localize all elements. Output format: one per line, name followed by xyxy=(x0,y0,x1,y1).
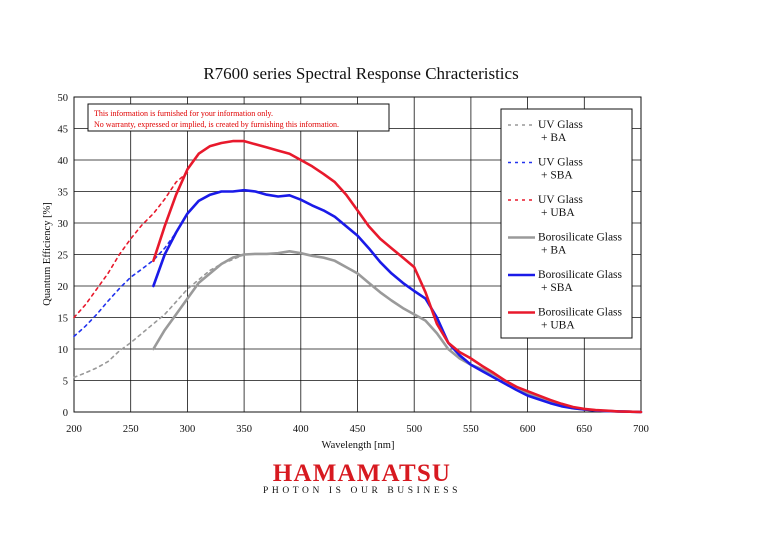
y-tick-label: 0 xyxy=(63,408,68,419)
x-axis-label: Wavelength [nm] xyxy=(322,440,395,451)
x-tick-label: 450 xyxy=(350,424,366,435)
x-tick-label: 300 xyxy=(180,424,196,435)
y-tick-labels: 0 5 10 15 20 25 30 35 40 45 50 xyxy=(58,93,69,419)
legend-label-line-1: Borosilicate Glass xyxy=(538,307,623,319)
series-line xyxy=(73,222,183,338)
y-axis-label: Quantum Efficiency [%] xyxy=(42,202,53,306)
y-tick-label: 50 xyxy=(58,93,69,104)
disclaimer-line-2: No warranty, expressed or implied, is cr… xyxy=(94,120,339,129)
brand-tagline: PHOTON IS OUR BUSINESS xyxy=(263,486,461,496)
y-tick-label: 10 xyxy=(58,345,69,356)
y-tick-label: 25 xyxy=(58,251,69,262)
legend-label-line-2: + UBA xyxy=(541,320,575,332)
disclaimer-line-1: This information is furnished for your i… xyxy=(94,109,273,118)
y-tick-label: 5 xyxy=(63,377,68,388)
disclaimer-box: This information is furnished for your i… xyxy=(87,103,390,132)
x-tick-label: 650 xyxy=(576,424,592,435)
x-tick-label: 200 xyxy=(66,424,82,435)
y-tick-label: 35 xyxy=(58,188,69,199)
series-line xyxy=(73,171,189,319)
y-tick-label: 40 xyxy=(58,156,69,167)
y-tick-label: 15 xyxy=(58,314,69,325)
chart-title: R7600 series Spectral Response Chracteri… xyxy=(203,64,518,83)
x-tick-label: 250 xyxy=(123,424,139,435)
legend-label-line-1: Borosilicate Glass xyxy=(538,232,623,244)
legend-label-line-2: + BA xyxy=(541,132,567,144)
legend-label-line-1: Borosilicate Glass xyxy=(538,269,623,281)
series-line xyxy=(152,188,643,414)
brand-block: HAMAMATSU PHOTON IS OUR BUSINESS xyxy=(263,460,461,496)
x-tick-labels: 200 250 300 350 400 450 500 550 600 650 700 xyxy=(66,424,649,435)
series-line xyxy=(152,139,643,414)
series-lines xyxy=(73,139,643,414)
x-tick-label: 400 xyxy=(293,424,309,435)
legend-label-line-2: + SBA xyxy=(541,282,573,294)
x-tick-label: 550 xyxy=(463,424,479,435)
legend-label-line-2: + UBA xyxy=(541,207,575,219)
legend-label-line-2: + BA xyxy=(541,245,567,257)
y-tick-label: 20 xyxy=(58,282,69,293)
y-tick-label: 45 xyxy=(58,125,69,136)
brand-logo: HAMAMATSU xyxy=(273,460,451,487)
legend-label-line-1: UV Glass xyxy=(538,119,583,131)
legend-label-line-1: UV Glass xyxy=(538,194,583,206)
legend-box xyxy=(500,108,633,339)
legend-label-line-2: + SBA xyxy=(541,170,573,182)
x-tick-label: 500 xyxy=(406,424,422,435)
y-tick-label: 30 xyxy=(58,219,69,230)
x-tick-label: 350 xyxy=(236,424,252,435)
legend-label-line-1: UV Glass xyxy=(538,157,583,169)
x-tick-label: 600 xyxy=(520,424,536,435)
x-tick-label: 700 xyxy=(633,424,649,435)
